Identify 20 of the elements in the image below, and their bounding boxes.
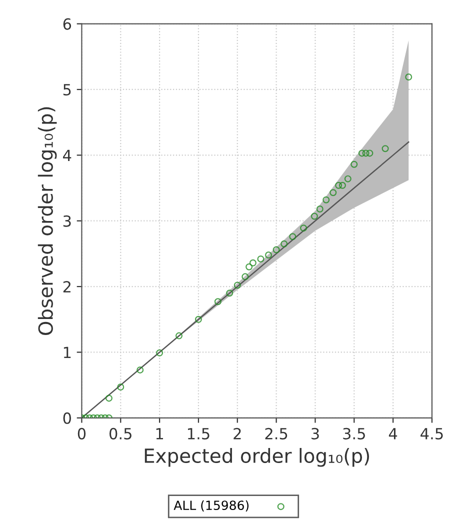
y-tick-label: 5 [63, 84, 71, 96]
x-tick-label: 3 [312, 428, 319, 440]
x-tick-label: 4 [388, 428, 398, 440]
x-tick-label: 0.5 [110, 428, 132, 440]
x-axis-title: Expected order log₁₀(p) [144, 448, 370, 467]
x-tick-label: 4.5 [420, 428, 443, 440]
x-tick-label: 2 [234, 428, 241, 440]
x-tick-label: 1 [156, 428, 164, 440]
y-tick-label: 6 [63, 18, 72, 30]
y-tick-label: 0 [63, 412, 71, 424]
x-tick-label: 2.5 [265, 428, 288, 440]
y-tick-label: 3 [63, 215, 71, 227]
y-tick-label: 1 [64, 346, 71, 358]
y-axis-title: Observed order log₁₀(p) [38, 107, 57, 336]
y-tick-label: 4 [63, 150, 72, 161]
x-tick-label: 3.5 [343, 428, 365, 440]
x-tick-label: 1.5 [188, 428, 210, 440]
y-tick-label: 2 [63, 281, 70, 292]
legend-label: ALL (15986) [174, 500, 249, 512]
x-tick-label: 0 [78, 428, 86, 440]
